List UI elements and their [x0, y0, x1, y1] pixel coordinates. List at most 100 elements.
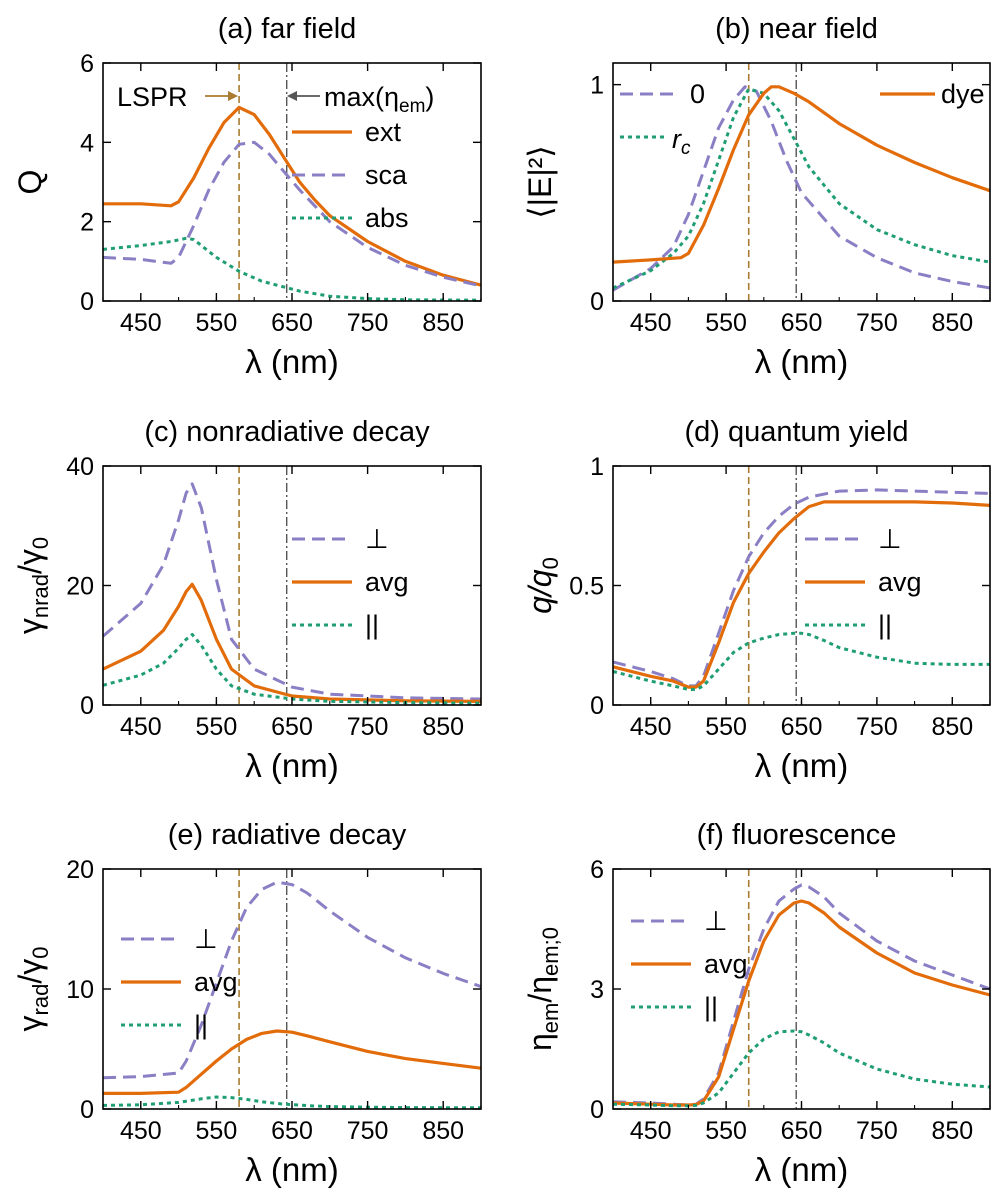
- x-tick-label: 450: [630, 309, 672, 337]
- y-tick-label: 0.5: [569, 573, 604, 601]
- legend-label: ⊥: [365, 524, 389, 554]
- x-tick-label: 750: [347, 309, 389, 337]
- x-tick-label: 750: [856, 713, 898, 741]
- panel-title: (f) fluorescence: [697, 819, 897, 851]
- series-line-par: [103, 1095, 481, 1109]
- y-tick-label: 10: [66, 976, 94, 1004]
- y-axis-label: Q: [12, 170, 48, 195]
- x-tick-label: 850: [931, 713, 973, 741]
- x-tick-label: 550: [705, 1117, 747, 1145]
- y-axis-label: ⟨|E|²⟩: [522, 145, 558, 219]
- y-tick-label: 0: [590, 692, 604, 720]
- y-tick-label: 3: [590, 976, 604, 1004]
- series-line-perp: [613, 883, 990, 1107]
- x-tick-label: 450: [120, 1117, 162, 1145]
- legend-label: ⊥: [878, 524, 902, 554]
- x-tick-label: 850: [931, 309, 973, 337]
- series-group: [103, 880, 481, 1109]
- x-tick-label: 450: [120, 713, 162, 741]
- y-tick-label: 2: [80, 209, 94, 237]
- x-tick-label: 650: [781, 1117, 823, 1145]
- series-line-par: [103, 633, 481, 705]
- series-line-dye: [613, 85, 990, 264]
- y-tick-label: 0: [80, 1096, 94, 1124]
- series-line-0: [613, 85, 990, 292]
- legend-label: sca: [365, 160, 408, 190]
- x-tick-label: 650: [271, 713, 313, 741]
- y-tick-label: 1: [590, 453, 604, 481]
- series-line-avg: [103, 1029, 481, 1095]
- x-tick-label: 750: [347, 713, 389, 741]
- x-tick-label: 450: [630, 713, 672, 741]
- y-tick-label: 4: [80, 129, 94, 157]
- x-axis-label: λ (nm): [755, 343, 849, 380]
- legend-label: ⊥: [704, 906, 728, 936]
- x-tick-label: 750: [856, 309, 898, 337]
- y-tick-label: 6: [590, 856, 604, 884]
- y-tick-label: 40: [66, 453, 94, 481]
- lspr-annotation: LSPR: [117, 82, 188, 112]
- panel-b: (b) near field 450 550 650 750 850 0 1 λ (nm) ⟨|E…: [522, 13, 991, 380]
- legend-label: ||: [194, 1010, 208, 1040]
- x-tick-label: 650: [781, 309, 823, 337]
- series-group: [613, 85, 990, 292]
- x-tick-label: 850: [422, 1117, 464, 1145]
- series-group: [103, 482, 481, 705]
- series-line-par: [613, 631, 990, 691]
- series-line-perp: [103, 482, 481, 701]
- legend-label: ⊥: [194, 924, 218, 954]
- x-tick-label: 750: [856, 1117, 898, 1145]
- axes-frame: [102, 868, 482, 1110]
- legend-label: avg: [878, 567, 922, 597]
- x-axis-label: λ (nm): [755, 1151, 849, 1188]
- x-tick-label: 850: [422, 309, 464, 337]
- y-tick-label: 20: [66, 573, 94, 601]
- legend-label: ||: [878, 610, 892, 640]
- y-tick-label: 0: [80, 288, 94, 316]
- legend-label: rc: [672, 124, 691, 159]
- series-line-par: [613, 1029, 990, 1108]
- x-tick-label: 550: [196, 713, 238, 741]
- panel-a: (a) far field 450 550 650 750 850 0 2 4 6 λ (nm) Qe…: [12, 13, 482, 380]
- panel-title: (e) radiative decay: [168, 819, 407, 851]
- legend-label: 0: [690, 79, 705, 109]
- series-line-avg: [103, 582, 481, 703]
- x-axis-label: λ (nm): [245, 747, 339, 784]
- x-tick-label: 550: [705, 309, 747, 337]
- legend-label: avg: [704, 949, 748, 979]
- panel-e: (e) radiative decay 450 550 650 750 850 0 10 20 λ…: [12, 819, 482, 1188]
- x-tick-label: 850: [931, 1117, 973, 1145]
- series-line-sca: [103, 140, 481, 288]
- legend-label: ||: [704, 992, 718, 1022]
- x-axis-label: λ (nm): [755, 747, 849, 784]
- series-group: [613, 488, 990, 691]
- panel-c: (c) nonradiative decay 450 550 650 750 850 0 20…: [12, 416, 482, 784]
- series-group: [613, 883, 990, 1108]
- panel-title: (d) quantum yield: [684, 416, 908, 448]
- panel-f: (f) fluorescence 450 550 650 750 850 0 3 6 λ (nm)…: [522, 819, 991, 1188]
- y-tick-label: 0: [80, 692, 94, 720]
- panel-title: (c) nonradiative decay: [144, 416, 430, 448]
- axes-frame: [612, 868, 991, 1110]
- panel-title: (b) near field: [715, 13, 878, 45]
- series-line-perp: [103, 880, 481, 1080]
- x-axis-label: λ (nm): [245, 343, 339, 380]
- y-tick-label: 20: [66, 856, 94, 884]
- y-axis-label: q/q0: [522, 557, 563, 614]
- lspr-arrow-head: [228, 91, 238, 101]
- x-tick-label: 550: [196, 309, 238, 337]
- y-axis-label: γnrad/γ0: [12, 537, 53, 634]
- x-tick-label: 450: [120, 309, 162, 337]
- legend-label: dye: [941, 79, 985, 109]
- x-tick-label: 650: [271, 309, 313, 337]
- legend-label: ||: [365, 610, 379, 640]
- series-line-avg: [613, 500, 990, 689]
- legend-label: abs: [365, 203, 409, 233]
- x-tick-label: 550: [196, 1117, 238, 1145]
- x-tick-label: 650: [781, 713, 823, 741]
- x-tick-label: 450: [630, 1117, 672, 1145]
- series-line-perp: [613, 488, 990, 688]
- series-line-abs: [103, 236, 481, 301]
- panel-d: (d) quantum yield 450 550 650 750 850 0 0.5 1 λ (…: [522, 416, 991, 784]
